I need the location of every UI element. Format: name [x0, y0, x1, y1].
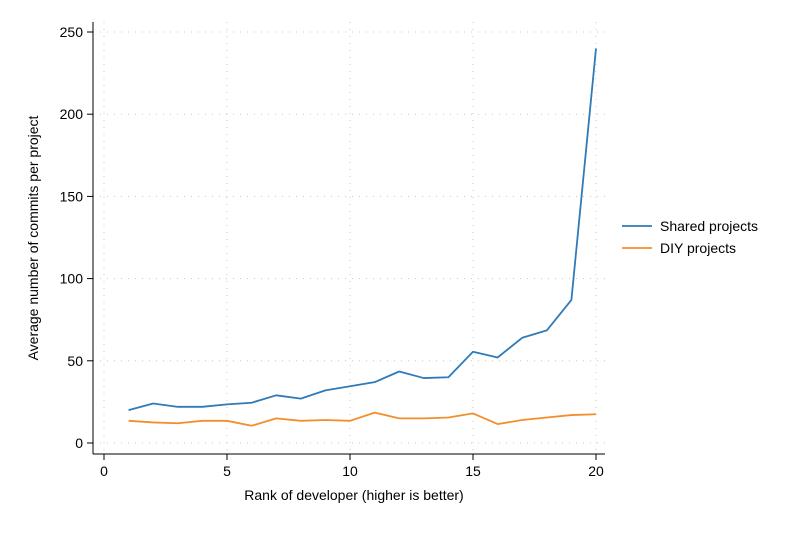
x-tick-label: 15 — [465, 463, 481, 479]
grid — [93, 22, 605, 454]
y-tick-label: 50 — [67, 353, 83, 369]
series-line-diy-projects — [128, 411, 597, 427]
y-tick-label: 150 — [60, 188, 84, 204]
x-tick-label: 10 — [342, 463, 358, 479]
x-tick-label: 20 — [588, 463, 604, 479]
legend-label: DIY projects — [660, 240, 736, 256]
x-axis-ticks: 0 5 10 15 20 — [100, 454, 604, 479]
y-axis-ticks: 0 50 100 150 200 250 — [60, 24, 93, 451]
y-axis-label: Average number of commits per project — [25, 115, 41, 360]
y-tick-label: 0 — [75, 435, 83, 451]
series-lines — [128, 48, 597, 427]
axes — [92, 22, 605, 455]
y-tick-label: 100 — [60, 271, 84, 287]
y-tick-label: 250 — [60, 24, 84, 40]
x-tick-label: 0 — [100, 463, 108, 479]
legend-label: Shared projects — [660, 218, 758, 234]
y-tick-label: 200 — [60, 106, 84, 122]
x-tick-label: 5 — [223, 463, 231, 479]
legend: Shared projects DIY projects — [622, 218, 758, 256]
x-axis-label: Rank of developer (higher is better) — [244, 487, 463, 503]
series-line-shared-projects — [128, 48, 597, 411]
